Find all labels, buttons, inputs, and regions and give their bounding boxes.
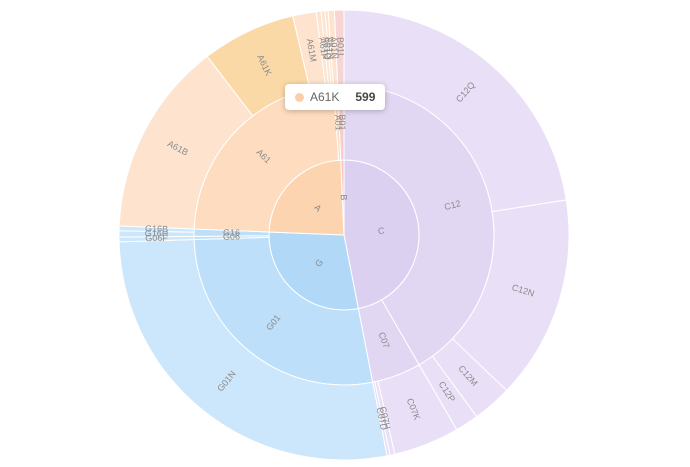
tooltip-name: A61K	[310, 90, 340, 104]
sector-label: A01	[333, 114, 344, 131]
sector-label: G16H	[145, 228, 169, 238]
tooltip: A61K 599	[285, 84, 386, 110]
sector	[343, 9, 567, 213]
sector-label: G	[313, 257, 325, 269]
sector-label: A61P	[317, 37, 329, 60]
sector-label: G06F	[145, 233, 168, 243]
sector-label: G16	[223, 227, 240, 237]
sector-label: C07H	[378, 406, 393, 431]
sector-label: B	[339, 194, 349, 200]
sector-label: A01N	[328, 36, 339, 59]
sector	[118, 239, 388, 461]
tooltip-value: 599	[355, 90, 376, 104]
sector-label: A61N	[324, 36, 336, 59]
sector-label: A61Q	[321, 36, 333, 60]
sector-label: B01L	[335, 37, 345, 58]
sector-label: G16B	[145, 223, 168, 234]
sector-label: G06	[223, 231, 240, 241]
sector-label: C07D	[375, 406, 389, 431]
sector-label: B01	[337, 114, 347, 130]
sector-label: C	[378, 225, 386, 236]
sector-label: A61M	[305, 38, 319, 63]
sector-label: C12	[443, 198, 462, 212]
sector-label: A	[312, 202, 323, 213]
tooltip-marker	[295, 92, 304, 102]
